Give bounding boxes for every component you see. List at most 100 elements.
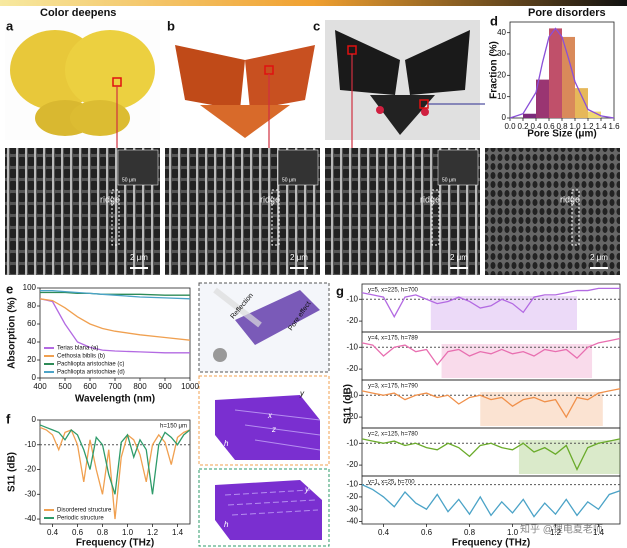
ridge-box	[571, 189, 580, 246]
ridge-label: ridge	[420, 194, 440, 204]
panel-label: f	[6, 411, 11, 426]
scale-label: 2 μm	[130, 253, 148, 262]
y-tick-label: -20	[346, 460, 358, 469]
panel-name: y=1, x=25, h=700	[368, 480, 415, 486]
panel-name: y=2, x=125, h=780	[368, 432, 419, 438]
series-line	[361, 337, 621, 366]
annotation: h=150 μm	[160, 424, 187, 430]
legend-label: Cethosia biblis (b)	[57, 354, 105, 360]
plot-frame	[39, 419, 191, 525]
sem-row: ridge 2 μm 50 μm ridge 2 μm 50 μm ridge 2 μm 50 …	[5, 148, 620, 275]
x-tick-label: 1.6	[608, 122, 620, 131]
y-tick-label: 0	[502, 113, 507, 122]
y-axis-label: Absorption (%)	[7, 297, 18, 369]
panel-name: y=4, x=175, h=789	[368, 336, 419, 342]
x-tick-label: 1.4	[595, 122, 607, 131]
y-tick-label: 40	[497, 28, 506, 37]
x-tick-label: 0.6	[421, 528, 433, 537]
watermark: 知乎 @锂电夏老师	[520, 523, 603, 536]
x-axis-label: Wavelength (nm)	[75, 394, 155, 405]
y-tick-label: -30	[346, 504, 358, 513]
x-tick-label: 0.4	[530, 122, 542, 131]
fit-line	[509, 27, 615, 119]
y-tick-label: 20	[497, 70, 506, 79]
ridge-box	[111, 189, 120, 246]
y-tick-label: 10	[497, 92, 506, 101]
x-axis-label: Frequency (THz)	[76, 538, 154, 548]
inset	[117, 149, 159, 186]
bar	[562, 36, 575, 118]
photo-a	[5, 20, 160, 140]
y-tick-label: -40	[346, 517, 358, 526]
y-tick-label: -10	[346, 390, 358, 399]
y-tick-label: 60	[27, 319, 36, 328]
ridge-label: ridge	[260, 194, 280, 204]
panel-name: y=3, x=175, h=790	[368, 384, 419, 390]
legend-label: Pachliopta aristochiae (d)	[57, 370, 125, 376]
diagram: Reflection Pore effect	[198, 282, 330, 547]
panel-label: a	[6, 18, 14, 33]
photo-c	[325, 20, 480, 140]
series-line	[39, 298, 190, 354]
y-tick-label: -10	[346, 342, 358, 351]
x-tick-label: 0.8	[556, 122, 568, 131]
dim: z	[271, 425, 276, 434]
y-tick-label: 0	[32, 373, 37, 382]
ridge-box	[431, 189, 440, 246]
inset-scale: 50 μm	[442, 177, 456, 183]
plot-frame	[361, 475, 621, 525]
x-tick-label: 0.8	[97, 528, 109, 537]
scale-label: 2 μm	[290, 253, 308, 262]
photo-b	[165, 20, 320, 140]
sem-image	[485, 148, 620, 275]
x-tick-label: 0.0	[504, 122, 516, 131]
x-tick-label: 900	[158, 382, 172, 391]
legend-label: Disordered structure	[57, 508, 112, 514]
y-tick-label: -30	[24, 489, 36, 498]
panel-name: y=5, x=225, h=700	[368, 288, 419, 294]
y-tick-label: -20	[346, 364, 358, 373]
x-tick-label: 800	[133, 382, 147, 391]
x-tick-label: 1000	[181, 382, 199, 391]
band	[518, 440, 620, 474]
x-tick-label: 1.0	[507, 528, 519, 537]
y-axis-label: S11 (dB)	[7, 452, 18, 492]
x-tick-label: 0.4	[47, 528, 59, 537]
series-line	[40, 290, 191, 300]
series-line	[39, 424, 191, 495]
series-line	[361, 388, 621, 419]
y-tick-label: 80	[27, 301, 36, 310]
x-tick-label: 0.2	[517, 122, 529, 131]
panel-label: c	[313, 18, 320, 33]
dim: h	[224, 439, 229, 448]
inset-scale: 50 μm	[282, 177, 296, 183]
x-tick-label: 1.2	[147, 528, 159, 537]
bar	[523, 113, 536, 118]
dim: y	[304, 485, 310, 494]
scale-label: 2 μm	[450, 253, 468, 262]
y-tick-label: -40	[24, 514, 36, 523]
bar	[575, 88, 588, 118]
x-tick-label: 1.0	[122, 528, 134, 537]
x-tick-label: 1.0	[569, 122, 581, 131]
banner-left: Color deepens	[40, 7, 116, 19]
inset	[437, 149, 479, 186]
y-tick-label: 40	[27, 337, 36, 346]
legend-label: Pachliopta aristochiae (c)	[57, 362, 124, 368]
dim: y	[299, 389, 305, 398]
banner	[0, 0, 627, 6]
y-tick-label: -20	[346, 316, 358, 325]
x-tick-label: 400	[33, 382, 47, 391]
dim: h	[224, 520, 229, 529]
x-tick-label: 0.6	[72, 528, 84, 537]
y-tick-label: -10	[346, 480, 358, 489]
x-axis-label: Frequency (THz)	[452, 538, 530, 548]
scale-label: 2 μm	[590, 253, 608, 262]
panel-label: g	[336, 283, 344, 298]
bar	[588, 111, 601, 118]
ridge-label: ridge	[560, 194, 580, 204]
band	[441, 344, 593, 378]
x-axis-label: Pore Size (μm)	[527, 129, 596, 140]
panel-label: e	[6, 281, 13, 296]
banner-right: Pore disorders	[528, 7, 606, 19]
